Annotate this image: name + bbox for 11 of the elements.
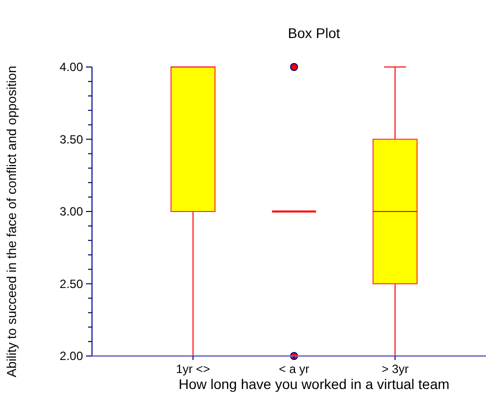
x-tick-label: 1yr <>: [176, 362, 210, 376]
y-tick-label: 3.00: [60, 204, 84, 219]
y-axis-title: Ability to succeed in the face of conflict and opposition: [4, 66, 19, 378]
x-tick-label: > 3yr: [382, 362, 409, 376]
y-tick-label: 3.50: [60, 132, 84, 146]
y-tick-label: 2.00: [60, 349, 84, 364]
x-axis-title: How long have you worked in a virtual team: [178, 376, 450, 392]
x-tick-label: < a yr: [278, 362, 310, 376]
y-tick-label: 2.50: [60, 276, 84, 291]
chart-title: Box Plot: [288, 25, 340, 41]
y-tick-label: 4.00: [60, 60, 84, 74]
